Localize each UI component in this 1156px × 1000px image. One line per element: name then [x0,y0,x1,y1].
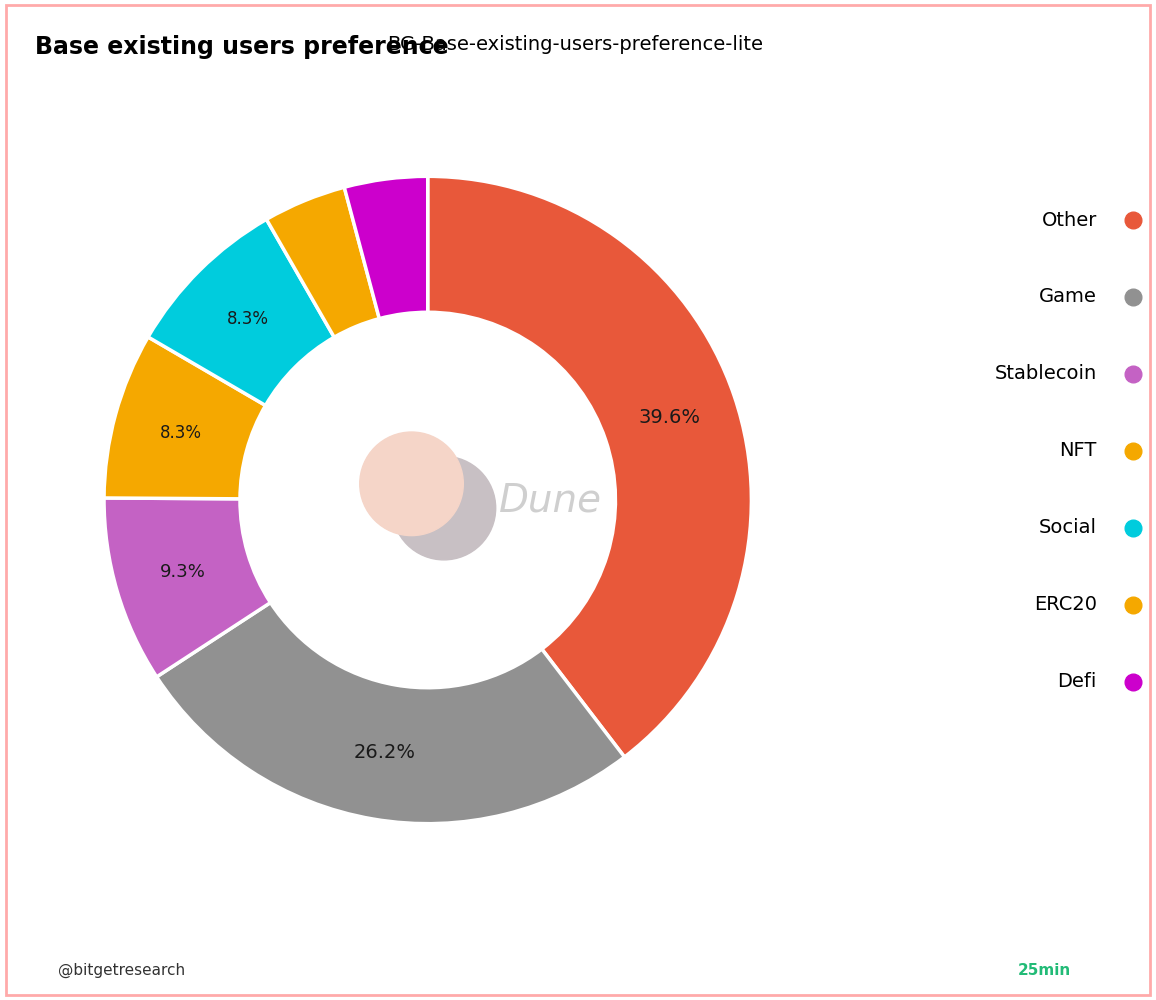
Text: 8.3%: 8.3% [227,310,268,328]
Wedge shape [104,337,266,499]
Text: 26.2%: 26.2% [354,743,415,762]
Text: Social: Social [1039,518,1097,537]
Text: Other: Other [1042,211,1097,230]
Text: 9.3%: 9.3% [160,563,206,581]
Text: Defi: Defi [1058,672,1097,691]
Circle shape [392,456,496,560]
Text: @bitgetresearch: @bitgetresearch [58,963,185,978]
Text: Game: Game [1039,287,1097,306]
Wedge shape [344,176,428,319]
Wedge shape [104,498,271,677]
Text: Dune: Dune [499,481,602,519]
Wedge shape [156,603,624,824]
Wedge shape [267,187,379,337]
Text: 8.3%: 8.3% [160,424,202,442]
Text: NFT: NFT [1059,441,1097,460]
Circle shape [360,432,464,536]
Text: 25min: 25min [1017,963,1070,978]
Text: ERC20: ERC20 [1033,595,1097,614]
Text: Base existing users preference: Base existing users preference [35,35,449,59]
Wedge shape [428,176,751,757]
Text: Stablecoin: Stablecoin [994,364,1097,383]
Text: BG-Base-existing-users-preference-lite: BG-Base-existing-users-preference-lite [387,35,763,54]
Text: 39.6%: 39.6% [639,408,701,427]
Wedge shape [148,219,334,405]
